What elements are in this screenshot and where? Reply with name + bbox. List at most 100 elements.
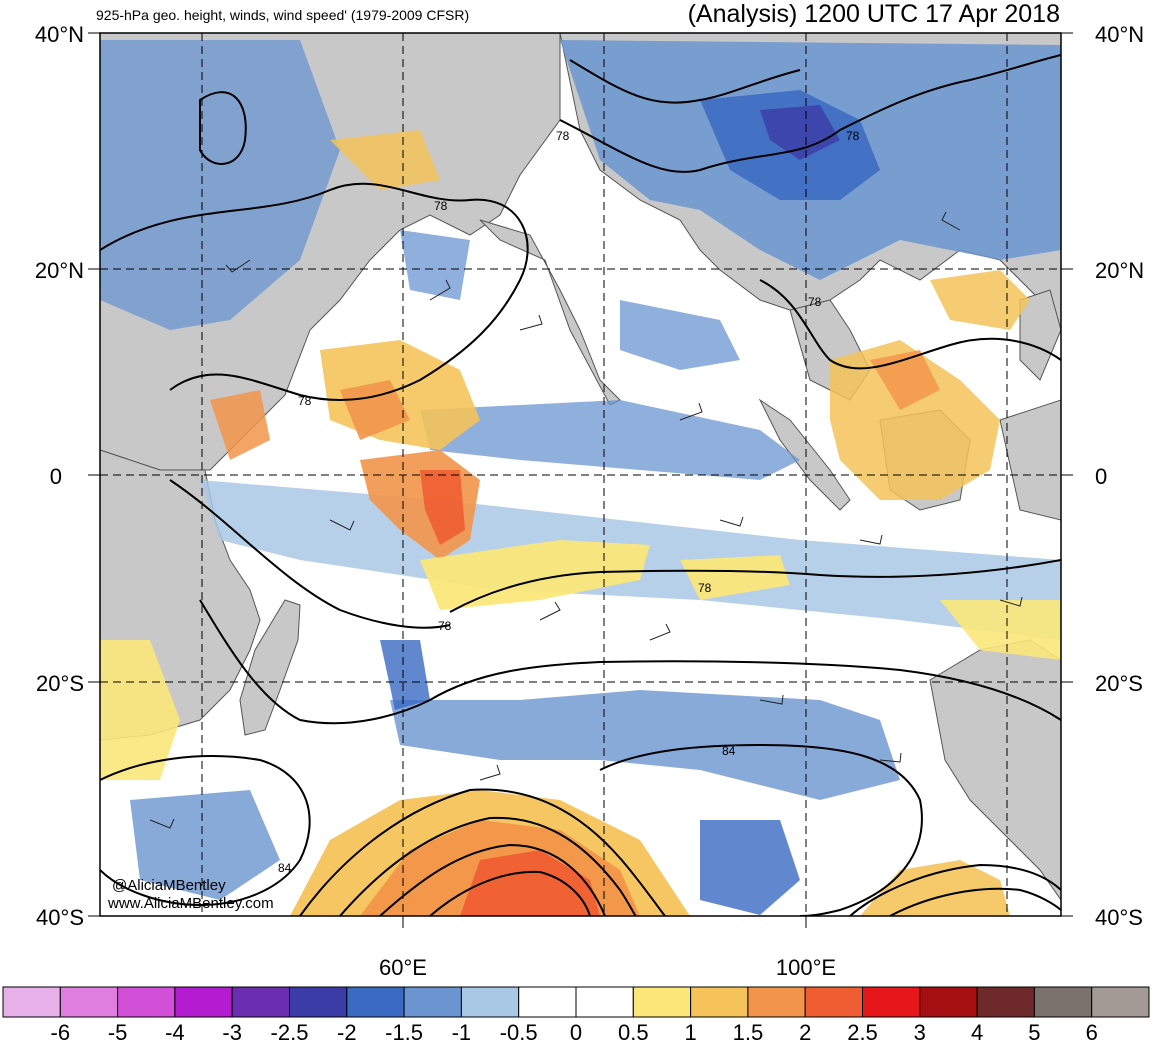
colorbar-label: 1.5 [733,1020,764,1044]
contour-jet-3 [379,843,606,916]
contour-africa-lobe [199,91,247,165]
wind-barb [941,211,961,231]
land-new-guinea [999,399,1061,521]
colorbar-swatch [862,986,921,1018]
contour-84-central [599,743,923,916]
colorbar-swatch [632,986,692,1018]
anomaly-pos-south-jet-core [460,850,600,916]
colorbar-swatch [289,986,348,1018]
map-panel: 78 78 78 78 78 78 78 84 84 @AliciaMBentl… [99,32,1062,917]
colorbar-swatch [403,986,462,1018]
contour-78-asia [559,54,1061,173]
colorbar-swatch [460,986,520,1018]
anomaly-pos-se-corner [860,860,1010,916]
contour-84-sw [100,755,311,907]
colorbar-swatch [117,986,176,1018]
colorbar-label: -6 [51,1020,71,1044]
contour-label: 78 [434,199,448,213]
contour-jet-2 [339,816,637,916]
lat-lon-grid [100,33,1061,916]
wind-barb [225,259,251,273]
colorbar-label: -2.5 [271,1020,309,1044]
anomaly-pos-australia-nw [940,600,1061,660]
colorbar-label: 3 [914,1020,926,1044]
colorbar-swatch [518,986,577,1018]
colorbar-swatch [346,986,405,1018]
contour-78-indochina [759,279,1061,370]
lat-label: 20°N [35,258,84,283]
contour-jet-4 [429,870,591,916]
contour-label: 78 [698,581,712,595]
wind-barb [879,752,902,763]
land-philippines [1019,289,1061,381]
credit-handle: @AliciaMBentley [112,877,226,894]
lat-labels-right: 40°N 20°N 0 20°S 40°S [1095,22,1144,930]
anomaly-neg-strong-south [700,820,800,915]
colorbar-label: -3 [222,1020,242,1044]
colorbar-swatch [690,986,749,1018]
land-sumatra [758,398,851,511]
colorbar-swatch [919,986,978,1018]
contour-78-south-b [449,559,1061,613]
anomaly-pos-west-coast [100,640,180,780]
colorbar-swatch [575,986,634,1018]
contour-se [849,863,1061,916]
lat-label: 40°N [1095,22,1144,47]
anomaly-neg-arabian-sea [400,230,470,300]
lon-label: 60°E [379,955,427,980]
wind-barb [679,402,703,421]
anomaly-neg-africa [100,40,340,330]
contour-78-north [100,182,529,401]
wind-barb [759,694,784,705]
colorbar-label: -5 [108,1020,128,1044]
anomaly-pos-middle-east [330,130,440,190]
colorbar-label: -0.5 [500,1020,538,1044]
colorbar-swatch [174,986,233,1018]
colorbar [2,986,1150,1018]
wind-barbs [149,211,1023,829]
anomaly-neg-sw [130,790,280,900]
wind-barb [429,279,451,301]
lat-label: 40°S [1095,905,1143,930]
colorbar-label: 5 [1028,1020,1040,1044]
colorbar-label: -2 [337,1020,357,1044]
land-madagascar [239,599,301,736]
colorbar-label: -4 [165,1020,185,1044]
anomaly-pos-indonesia [830,340,1000,500]
contour-78-south-c [199,599,1061,725]
contour-label: 78 [438,619,452,633]
contour-jet-1 [299,788,666,916]
colorbar-swatch [59,986,119,1018]
colorbar-labels: -6 -5 -4 -3 -2.5 -2 -1.5 -1 -0.5 0 0.5 1 1.5 2 2.5 3 4 5 6 [51,1020,1098,1044]
lon-label: 100°E [776,955,836,980]
anomaly-pos-10s-east [680,555,790,600]
contour-label-group: 78 78 78 78 78 78 78 84 84 [278,129,860,875]
lat-label: 0 [1095,464,1107,489]
wind-barb [519,314,543,331]
anomaly-pos-scs [930,270,1030,330]
anomaly-pos-arabian-strong [340,380,410,440]
colorbar-swatch [2,986,61,1018]
colorbar-swatch [1033,986,1093,1018]
lon-labels: 60°E 100°E [379,955,836,980]
anomaly-pos-africa-east [210,390,270,460]
anomaly-neg-darkblue [760,105,840,160]
anomaly-neg-south [390,690,900,800]
wind-barb [859,534,883,545]
contour-label: 78 [556,129,570,143]
credit-site: www.AliciaMBentley.com [107,895,274,912]
contour-78-south-a [169,479,451,629]
colorbar-label: 1 [684,1020,696,1044]
wind-barb [719,516,744,527]
lat-label: 20°N [1095,258,1144,283]
wind-barb [539,601,561,621]
contour-label: 84 [722,744,736,758]
lat-label: 40°S [36,905,84,930]
height-contours [100,54,1061,916]
colorbar-label: 2 [799,1020,811,1044]
anomaly-pos-10s-band [420,540,650,610]
lat-label: 0 [50,464,62,489]
wind-barb [329,519,355,531]
axis-ticks [88,32,1073,928]
